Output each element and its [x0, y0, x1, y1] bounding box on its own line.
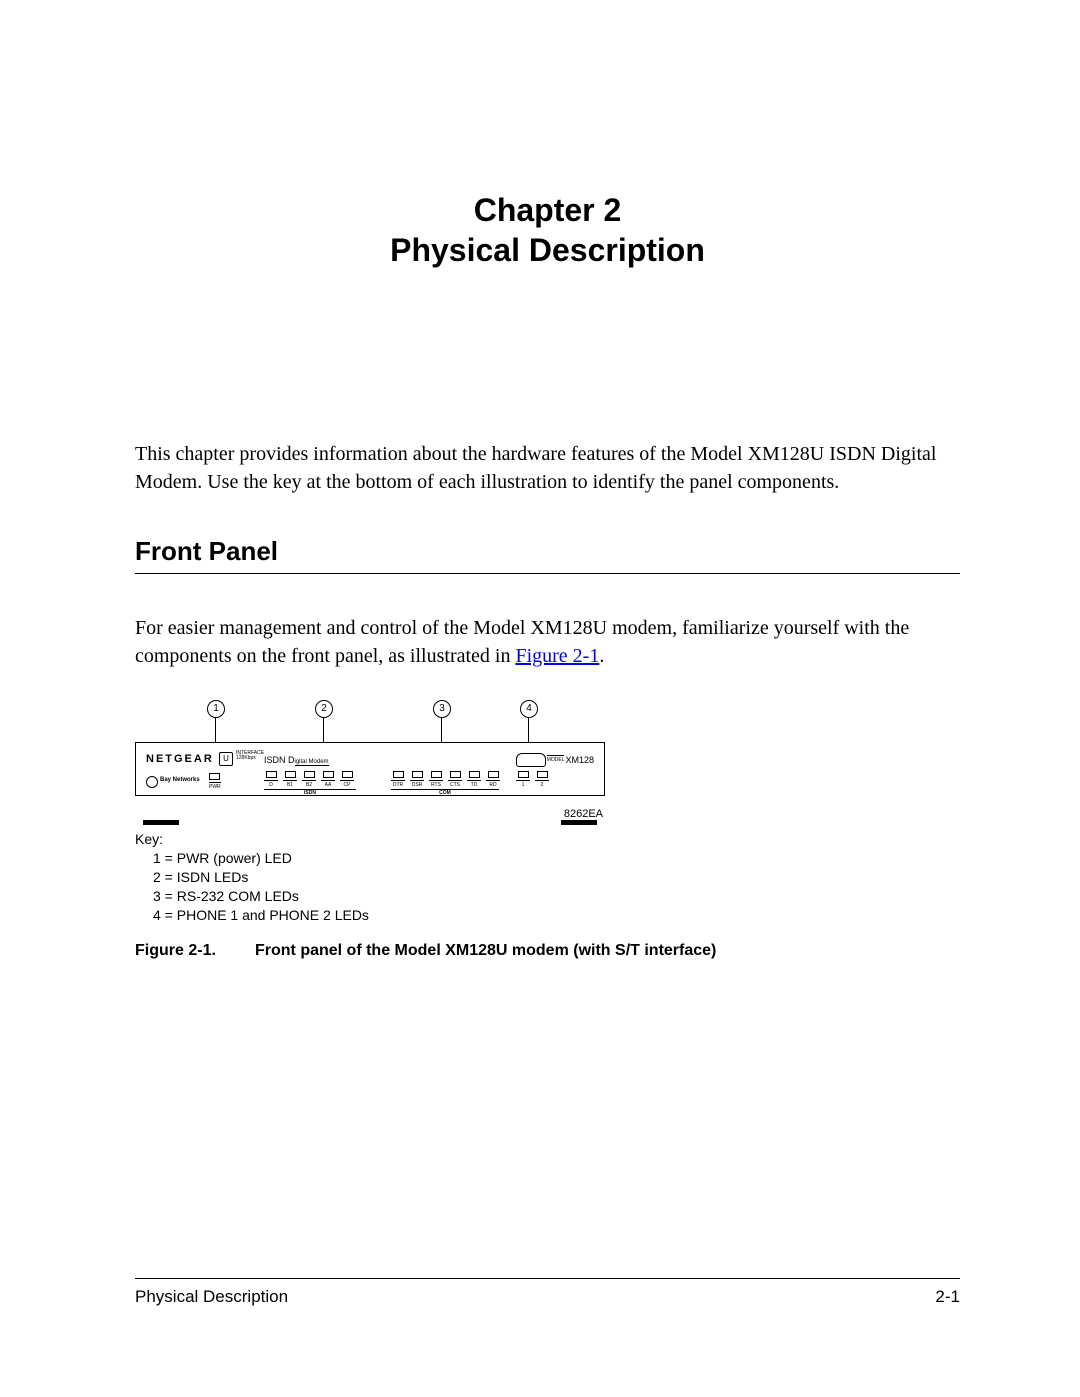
callout-row: 1 2 3 4 [135, 700, 605, 742]
led-label: B2 [302, 780, 316, 788]
led-cp: CP [340, 771, 354, 788]
led-label: 2 [535, 780, 549, 788]
led-label: B1 [283, 780, 297, 788]
phone-led-group: 1 2 [516, 771, 549, 788]
led-icon [209, 773, 220, 780]
led-icon [537, 771, 548, 778]
led-label: CTS [448, 780, 462, 788]
led-rd: RD [486, 771, 500, 788]
figure-link[interactable]: Figure 2-1 [515, 645, 599, 667]
callout-line-3 [441, 717, 442, 742]
led-label: DSR [410, 780, 424, 788]
led-b2: B2 [302, 771, 316, 788]
led-icon [450, 771, 461, 778]
callout-line-1 [215, 717, 216, 742]
led-icon [266, 771, 277, 778]
figure-id: 8262EA [135, 808, 603, 820]
isdn-modem-label: ISDN Digital Modem [264, 755, 329, 765]
led-label: RD [486, 780, 500, 788]
led-icon [342, 771, 353, 778]
key-line-2: 2 = ISDN LEDs [153, 868, 960, 887]
isdn-text: ISDN D [264, 755, 295, 765]
led-dsr: DSR [410, 771, 424, 788]
caption-number: Figure 2-1. [135, 942, 255, 960]
figure-caption: Figure 2-1.Front panel of the Model XM12… [135, 942, 960, 960]
key-line-4: 4 = PHONE 1 and PHONE 2 LEDs [153, 906, 960, 925]
callout-line-4 [528, 717, 529, 742]
body-suffix: . [599, 645, 604, 667]
led-td: TD [467, 771, 481, 788]
chapter-title: Chapter 2 Physical Description [135, 190, 960, 270]
front-panel-paragraph: For easier management and control of the… [135, 614, 960, 670]
callout-4: 4 [520, 700, 538, 718]
led-label: D [264, 780, 278, 788]
callout-3: 3 [433, 700, 451, 718]
footer-rule [135, 1278, 960, 1279]
model-number: XM128 [565, 755, 594, 765]
led-phone2: 2 [535, 771, 549, 788]
led-icon [518, 771, 529, 778]
key-title: Key: [135, 830, 960, 849]
intro-paragraph: This chapter provides information about … [135, 440, 960, 496]
interface-line2: 128Kbps [236, 755, 256, 761]
section-heading-front-panel: Front Panel [135, 536, 960, 567]
led-label: 1 [516, 780, 530, 788]
isdn-led-group: D B1 B2 AA CP [264, 771, 354, 788]
chapter-number: Chapter 2 [474, 192, 622, 228]
led-icon [469, 771, 480, 778]
footer-right: 2-1 [935, 1287, 960, 1307]
callout-2: 2 [315, 700, 333, 718]
com-group-label: COM [391, 789, 499, 796]
u-interface-icon: U [219, 752, 233, 766]
led-icon [431, 771, 442, 778]
key-line-3: 3 = RS-232 COM LEDs [153, 887, 960, 906]
isdn-subtext: igital Modem [295, 759, 329, 766]
brand-label: NETGEAR [146, 753, 214, 765]
led-label: CP [340, 780, 354, 788]
key-line-1: 1 = PWR (power) LED [153, 849, 960, 868]
led-label: DTR [391, 780, 405, 788]
led-icon [304, 771, 315, 778]
led-icon [488, 771, 499, 778]
led-icon [285, 771, 296, 778]
globe-icon [146, 776, 158, 788]
section-rule [135, 573, 960, 574]
modem-panel: NETGEAR U INTERFACE 128Kbps ISDN Digital… [135, 742, 605, 796]
bay-networks-label: Bay Networks [160, 777, 200, 783]
interface-label: INTERFACE 128Kbps [236, 751, 264, 761]
callout-line-2 [323, 717, 324, 742]
led-rts: RTS [429, 771, 443, 788]
led-icon [323, 771, 334, 778]
modem-foot-right [561, 820, 597, 825]
callout-1: 1 [207, 700, 225, 718]
model-label: MODELXM128 [547, 755, 594, 765]
page-footer: Physical Description 2-1 [135, 1278, 960, 1307]
document-page: Chapter 2 Physical Description This chap… [0, 0, 1080, 1397]
pwr-led: PWR [209, 773, 221, 790]
led-phone1: 1 [516, 771, 530, 788]
led-label: RTS [429, 780, 443, 788]
led-aa: AA [321, 771, 335, 788]
isdn-group-label: ISDN [264, 789, 356, 796]
figure-key: Key: 1 = PWR (power) LED 2 = ISDN LEDs 3… [135, 830, 960, 924]
phone-icon [516, 753, 546, 767]
chapter-name: Physical Description [390, 232, 705, 268]
model-small: MODEL [547, 755, 565, 763]
led-d: D [264, 771, 278, 788]
figure-front-panel: 1 2 3 4 NETGEAR U INTERFACE 128Kbps ISDN… [135, 700, 605, 820]
pwr-label: PWR [209, 782, 221, 790]
led-icon [393, 771, 404, 778]
footer-left: Physical Description [135, 1287, 288, 1307]
led-label: TD [467, 780, 481, 788]
led-label: AA [321, 780, 335, 788]
com-led-group: DTR DSR RTS CTS TD RD [391, 771, 500, 788]
modem-foot-left [143, 820, 179, 825]
led-b1: B1 [283, 771, 297, 788]
led-dtr: DTR [391, 771, 405, 788]
led-cts: CTS [448, 771, 462, 788]
caption-text: Front panel of the Model XM128U modem (w… [255, 942, 716, 959]
led-icon [412, 771, 423, 778]
